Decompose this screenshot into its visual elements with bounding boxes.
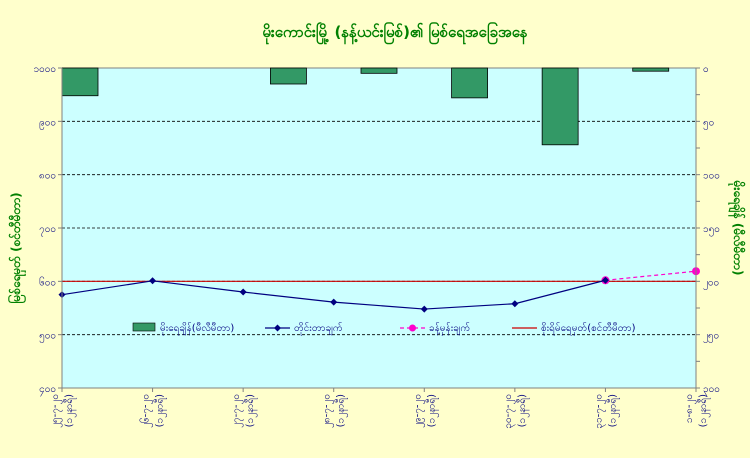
x-tick-label: ၂၅-၇-၂၀ (၁၂နာရီ) [50,394,77,428]
y2-axis-label: မိုးရေချိန် (မီလီမီတာ) [727,180,747,276]
y2-tick-label: ၃၀၀ [703,384,720,397]
series-lines [58,267,700,313]
legend: မိုးရေချိန်(မီလီမီတာ) တိုင်းတာချက် ခန့်မှန… [132,321,636,336]
rainfall-bar [61,67,99,97]
measured-point [601,276,609,284]
y2-tick-label: ၁၅၀ [703,224,720,237]
y2-tick-label: ၁၀၀ [703,171,720,182]
x-tick-label-date: ၂၅-၇-၂၀ [50,394,63,428]
measured-point [239,288,247,296]
x-tick-label-date: ၁-၈-၂၀ [684,394,697,423]
measured-point [420,305,428,313]
forecast-line [605,270,697,281]
x-tick-label-time: (၁၂နာရီ) [334,394,349,427]
x-tick-label: ၂၆-၇-၂၀ (၁၂နာရီ) [139,394,168,428]
rainfall-bar [541,67,579,146]
x-tick-label-time: (၁၂နာရီ) [62,394,77,427]
y-tick-label: ၁၀၀၀ [34,64,57,75]
x-tick-label-date: ၂၇-၇-၂၀ [231,394,244,428]
axes: ၄၀၀ ၅၀၀ ၆၀၀ ၇၀၀ ၈၀၀ ၉၀၀ ၁၀၀၀ ၀၅၀၁၀၀၁၅၀၂၀၀၂၅၀၃၀၀… [34,64,720,429]
legend-marker-measured [274,324,281,332]
y2-tick-label: ၂၀၀ [703,277,719,290]
y-axis-label: မြစ်ရေမှတ် (စင်တီမီတာ) [6,192,27,303]
x-tick-label-time: (၁၂နာရီ) [243,394,258,427]
y2-tick-label: ၅၀ [703,117,714,130]
rainfall-bar [451,67,488,99]
y-tick-label: ၆၀၀ [39,275,56,288]
x-tick-label-time: (၁၂နာရီ) [515,394,530,427]
x-tick-label-date: ၂၈-၇-၂၀ [322,394,335,428]
legend-label-forecast: ခန့်မှန်းချက် [429,321,470,336]
legend-marker-forecast [409,324,416,332]
y2-tick-label: ၂၅၀ [703,331,719,344]
x-tick-label-date: ၂၉-၇-၂၀ [412,394,425,428]
x-tick-label-date: ၃၁-၇-၂၀ [593,394,606,429]
rainfall-bar [632,67,670,72]
rainfall-bars [61,67,670,146]
x-tick-label-time: (၁၂နာရီ) [696,394,711,427]
legend-swatch-rainfall [132,322,156,332]
x-tick-label: ၂၉-၇-၂၀ (၁၂နာရီ) [412,394,439,428]
x-tick-label: ၁-၈-၂၀ (၁၂နာရီ) [684,394,711,427]
x-tick-label-time: (၁၂နာရီ) [153,394,168,427]
y-tick-label: ၇၀၀ [39,224,56,237]
x-tick-label: ၂၈-၇-၂၀ (၁၂နာရီ) [322,394,349,428]
x-tick-label: ၃၀-၇-၂၀ (၁၂နာရီ) [503,394,530,429]
y-tick-label: ၄၀၀ [39,384,56,397]
x-tick-label-time: (၁၂နာရီ) [605,394,620,427]
y-tick-label: ၉၀၀ [39,117,56,130]
legend-label-warning: စိုးရိမ်ရေမှတ်(စင်တီမီတာ) [541,321,636,336]
x-tick-label-date: ၃၀-၇-၂၀ [503,394,516,429]
y-tick-label: ၈၀၀ [39,171,56,182]
x-tick-label-time: (၁၂နာရီ) [424,394,439,427]
x-tick-label: ၃၁-၇-၂၀ (၁၂နာရီ) [593,394,620,429]
y2-tick-label: ၀ [703,64,709,75]
measured-point [511,300,519,308]
x-tick-label: ၂၇-၇-၂၀ (၁၂နာရီ) [231,394,258,428]
legend-label-rainfall: မိုးရေချိန်(မီလီမီတာ) [160,321,234,336]
rainfall-bar [360,67,398,74]
rainfall-bar [270,67,307,85]
y-tick-label: ၅၀၀ [39,331,56,344]
legend-label-measured: တိုင်းတာချက် [294,321,343,336]
measured-point [330,298,338,306]
measured-point [149,277,157,285]
x-tick-label-date: ၂၆-၇-၂၀ [139,394,154,428]
